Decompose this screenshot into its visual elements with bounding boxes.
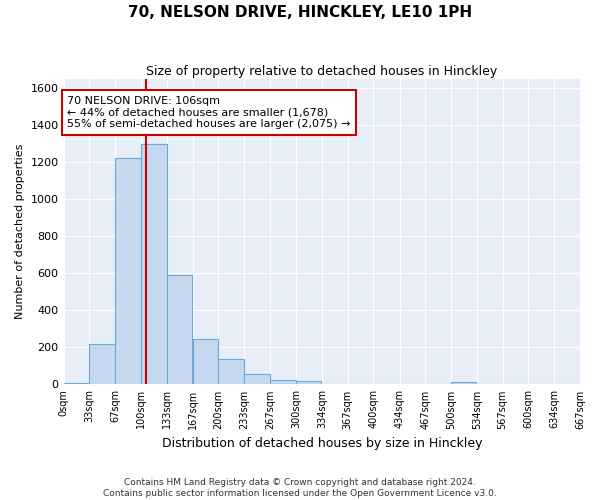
- Title: Size of property relative to detached houses in Hinckley: Size of property relative to detached ho…: [146, 65, 497, 78]
- Text: Contains HM Land Registry data © Crown copyright and database right 2024.
Contai: Contains HM Land Registry data © Crown c…: [103, 478, 497, 498]
- Text: 70, NELSON DRIVE, HINCKLEY, LE10 1PH: 70, NELSON DRIVE, HINCKLEY, LE10 1PH: [128, 5, 472, 20]
- Bar: [64, 382, 89, 384]
- Y-axis label: Number of detached properties: Number of detached properties: [15, 144, 25, 320]
- Bar: [451, 382, 476, 384]
- Bar: [115, 158, 141, 384]
- Bar: [218, 358, 244, 384]
- Bar: [141, 144, 167, 384]
- X-axis label: Distribution of detached houses by size in Hinckley: Distribution of detached houses by size …: [161, 437, 482, 450]
- Bar: [89, 344, 115, 384]
- Bar: [193, 339, 218, 384]
- Bar: [270, 380, 296, 384]
- Bar: [167, 276, 192, 384]
- Bar: [244, 374, 269, 384]
- Bar: [296, 380, 322, 384]
- Text: 70 NELSON DRIVE: 106sqm
← 44% of detached houses are smaller (1,678)
55% of semi: 70 NELSON DRIVE: 106sqm ← 44% of detache…: [67, 96, 351, 129]
